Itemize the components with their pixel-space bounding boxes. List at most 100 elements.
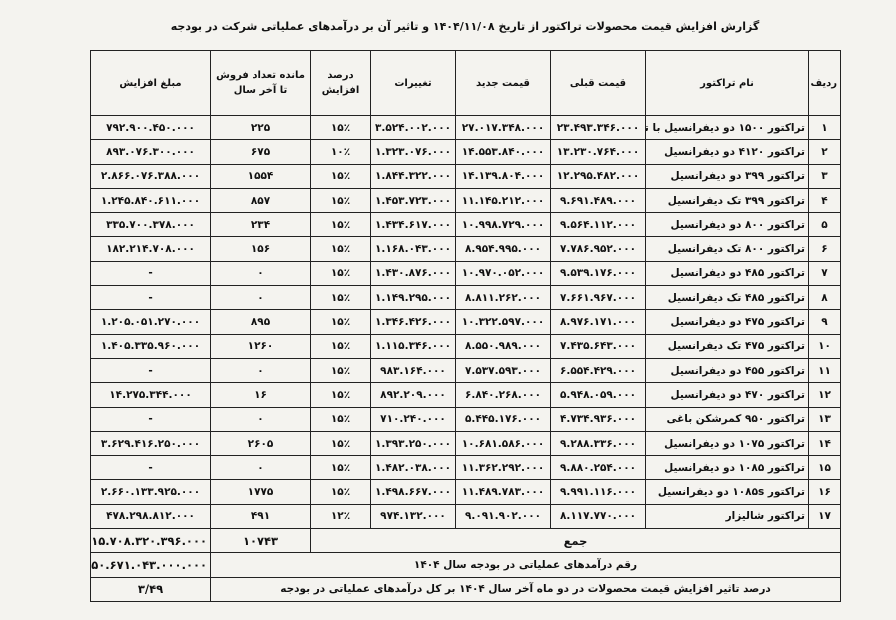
- cell: ۱۴.۱۳۹.۸۰۴.۰۰۰: [455, 163, 551, 189]
- cell: ۱.۳۴۶.۴۲۶.۰۰۰: [370, 309, 456, 335]
- cell: ۱۳.۲۳۰.۷۶۴.۰۰۰: [550, 139, 646, 165]
- cell: ۱۱.۴۸۹.۷۸۳.۰۰۰: [455, 479, 551, 505]
- cell: ۴: [808, 187, 841, 214]
- cell: ۸۹۳.۰۷۶.۳۰۰.۰۰۰: [90, 139, 211, 165]
- cell: ۸۹۵: [210, 309, 311, 335]
- cell: ۱۰.۶۸۱.۵۸۶.۰۰۰: [455, 430, 551, 457]
- cell: ۱۷: [808, 503, 841, 530]
- cell: ۶: [808, 236, 841, 262]
- table-row: ۱۶ تراکتور ۱۰۸۵s دو دیفرانسیل ۹.۹۹۱.۱۱۶.۰۰…: [90, 479, 841, 505]
- cell: ۹: [808, 309, 841, 335]
- cell: ۵.۹۴۸.۰۵۹.۰۰۰: [550, 382, 646, 408]
- cell: ۲۲۵: [210, 114, 311, 141]
- cell: ۰: [210, 455, 311, 481]
- column-header: نام تراکتور: [645, 50, 809, 116]
- cell: ۰: [210, 357, 311, 384]
- cell: ۱۶: [808, 479, 841, 505]
- cell: ۱۲٪: [310, 503, 371, 530]
- cell: ۱۵٪: [310, 455, 371, 481]
- cell: ۱۵٪: [310, 260, 371, 287]
- cell: ۹.۵۳۹.۱۷۶.۰۰۰: [550, 260, 646, 287]
- cell: ۱۵٪: [310, 212, 371, 238]
- cell: ۱.۲۴۵.۸۴۰.۶۱۱.۰۰۰: [90, 187, 211, 214]
- cell: تراکتور ۸۰۰ تک دیفرانسیل: [645, 236, 809, 262]
- column-header: قیمت قبلی: [550, 50, 646, 116]
- cell: ۱.۱۶۸.۰۴۳.۰۰۰: [370, 236, 456, 262]
- cell: ۵: [808, 212, 841, 238]
- cell: تراکتور ۴۱۲۰ دو دیفرانسیل: [645, 139, 809, 165]
- cell: ۱۵٪: [310, 309, 371, 335]
- table-row: ۹ تراکتور ۴۷۵ دو دیفرانسیل ۸.۹۷۶.۱۷۱.۰۰۰ ۱۰…: [90, 309, 841, 335]
- cell: ۱۱.۳۶۲.۲۹۲.۰۰۰: [455, 455, 551, 481]
- header-row: ردیف نام تراکتور قیمت قبلی قیمت جدید تغییرات…: [90, 50, 841, 116]
- table-row: ۱۵ تراکتور ۱۰۸۵ دو دیفرانسیل ۹.۸۸۰.۲۵۴.۰۰۰…: [90, 455, 841, 481]
- table-row: ۳ تراکتور ۳۹۹ دو دیفرانسیل ۱۲.۲۹۵.۴۸۲.۰۰۰ ۱…: [90, 163, 841, 189]
- table-row: ۷ تراکتور ۴۸۵ دو دیفرانسیل ۹.۵۳۹.۱۷۶.۰۰۰ ۱۰…: [90, 260, 841, 287]
- table-row: ۲ تراکتور ۴۱۲۰ دو دیفرانسیل ۱۳.۲۳۰.۷۶۴.۰۰۰…: [90, 139, 841, 165]
- cell: ۲.۶۶۰.۱۳۳.۹۲۵.۰۰۰: [90, 479, 211, 505]
- cell: تراکتور ۱۰۸۵ دو دیفرانسیل: [645, 455, 809, 481]
- cell: ۱۰.۹۹۸.۷۲۹.۰۰۰: [455, 212, 551, 238]
- cell: ۱۴: [808, 430, 841, 457]
- total-label: جمع: [310, 528, 841, 554]
- cell: ۸.۹۵۴.۹۹۵.۰۰۰: [455, 236, 551, 262]
- cell: تراکتور ۳۹۹ تک دیفرانسیل: [645, 187, 809, 214]
- cell: تراکتور ۱۵۰۰ دو دیفرانسیل با توربو: [645, 114, 809, 141]
- cell: ۸۵۷: [210, 187, 311, 214]
- cell: ۱۵٪: [310, 357, 371, 384]
- cell: تراکتور ۳۹۹ دو دیفرانسیل: [645, 163, 809, 189]
- cell: ۱۱: [808, 357, 841, 384]
- cell: ۹.۰۹۱.۹۰۲.۰۰۰: [455, 503, 551, 530]
- cell: تراکتور ۱۰۷۵ دو دیفرانسیل: [645, 430, 809, 457]
- cell: ۱۸۲.۲۱۴.۷۰۸.۰۰۰: [90, 236, 211, 262]
- cell: -: [90, 285, 211, 311]
- cell: ۱۵٪: [310, 236, 371, 262]
- price-table: ردیف نام تراکتور قیمت قبلی قیمت جدید تغییرات…: [90, 50, 841, 602]
- cell: -: [90, 455, 211, 481]
- cell: ۲: [808, 139, 841, 165]
- cell: ۷۱۰.۲۴۰.۰۰۰: [370, 406, 456, 432]
- table-row: ۱۰ تراکتور ۴۷۵ تک دیفرانسیل ۷.۴۳۵.۶۴۳.۰۰۰ ۸…: [90, 333, 841, 359]
- table-row: ۴ تراکتور ۳۹۹ تک دیفرانسیل ۹.۶۹۱.۴۸۹.۰۰۰ ۱۱…: [90, 187, 841, 214]
- cell: ۸.۸۱۱.۲۶۲.۰۰۰: [455, 285, 551, 311]
- cell: ۱۵٪: [310, 333, 371, 359]
- cell: ۴.۷۳۴.۹۳۶.۰۰۰: [550, 406, 646, 432]
- cell: تراکتور ۴۸۵ تک دیفرانسیل: [645, 285, 809, 311]
- cell: ۷.۴۳۵.۶۴۳.۰۰۰: [550, 333, 646, 359]
- cell: ۷.۶۶۱.۹۶۷.۰۰۰: [550, 285, 646, 311]
- total-amount: ۱۵.۷۰۸.۳۲۰.۳۹۶.۰۰۰: [90, 528, 211, 554]
- cell: ۱۴.۲۷۵.۳۴۴.۰۰۰: [90, 382, 211, 408]
- cell: -: [90, 357, 211, 384]
- cell: ۶.۵۵۴.۴۲۹.۰۰۰: [550, 357, 646, 384]
- cell: تراکتور ۸۰۰ دو دیفرانسیل: [645, 212, 809, 238]
- cell: ۹.۵۶۴.۱۱۲.۰۰۰: [550, 212, 646, 238]
- cell: ۱۵٪: [310, 187, 371, 214]
- table-row: ۵ تراکتور ۸۰۰ دو دیفرانسیل ۹.۵۶۴.۱۱۲.۰۰۰ ۱۰…: [90, 212, 841, 238]
- cell: ۸.۹۷۶.۱۷۱.۰۰۰: [550, 309, 646, 335]
- cell: ۱۰٪: [310, 139, 371, 165]
- impact-label: درصد تاثیر افزایش قیمت محصولات در دو ماه…: [210, 576, 841, 602]
- impact-row: درصد تاثیر افزایش قیمت محصولات در دو ماه…: [90, 576, 841, 602]
- cell: ۱.۳۲۳.۰۷۶.۰۰۰: [370, 139, 456, 165]
- cell: ۱۵٪: [310, 406, 371, 432]
- column-header: درصد افزایش: [310, 50, 371, 116]
- cell: ۸.۵۵۰.۹۸۹.۰۰۰: [455, 333, 551, 359]
- cell: ۳.۵۲۴.۰۰۲.۰۰۰: [370, 114, 456, 141]
- cell: ۷۹۲.۹۰۰.۴۵۰.۰۰۰: [90, 114, 211, 141]
- cell: ۲۳.۴۹۳.۳۴۶.۰۰۰: [550, 114, 646, 141]
- table-row: ۱۱ تراکتور ۴۵۵ دو دیفرانسیل ۶.۵۵۴.۴۲۹.۰۰۰ ۷…: [90, 357, 841, 384]
- cell: تراکتور ۹۵۰ کمرشکن باغی: [645, 406, 809, 432]
- cell: تراکتور ۱۰۸۵s دو دیفرانسیل: [645, 479, 809, 505]
- column-header: ردیف: [808, 50, 841, 116]
- cell: ۱۷۷۵: [210, 479, 311, 505]
- cell: ۱۵٪: [310, 430, 371, 457]
- cell: ۹.۸۸۰.۲۵۴.۰۰۰: [550, 455, 646, 481]
- cell: ۱۲.۲۹۵.۴۸۲.۰۰۰: [550, 163, 646, 189]
- cell: ۱.۴۰۵.۳۳۵.۹۶۰.۰۰۰: [90, 333, 211, 359]
- cell: ۱۵: [808, 455, 841, 481]
- cell: ۱.۴۹۸.۶۶۷.۰۰۰: [370, 479, 456, 505]
- cell: ۱۳: [808, 406, 841, 432]
